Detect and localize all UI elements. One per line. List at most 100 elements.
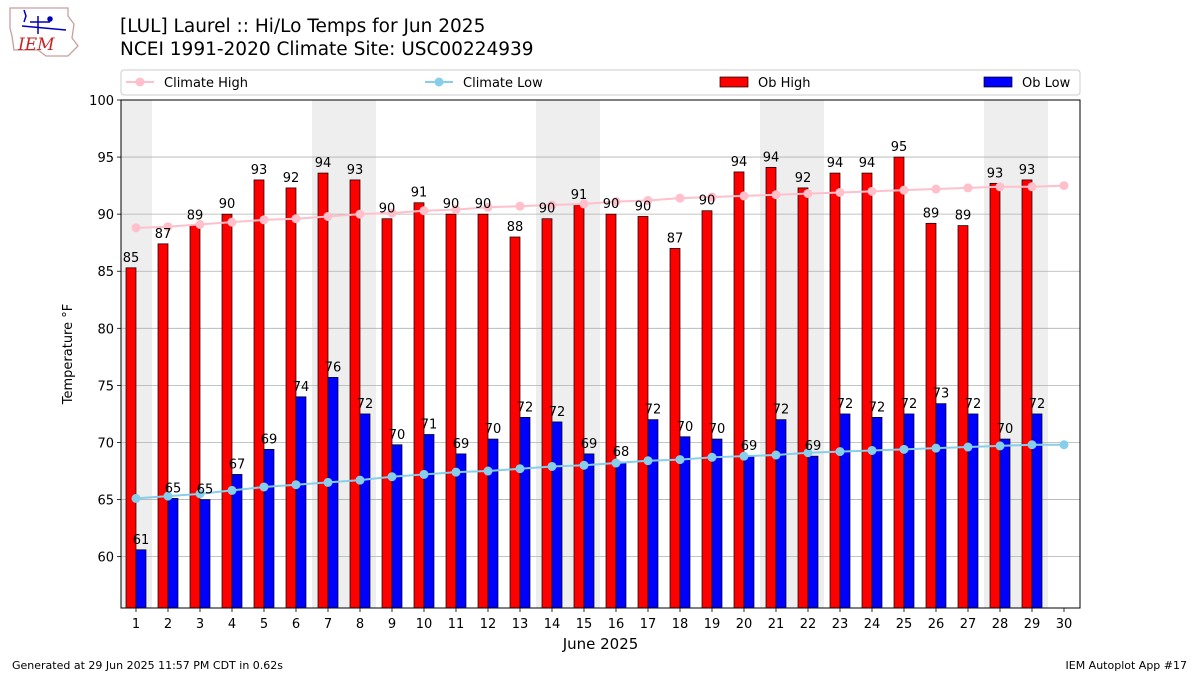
ob-high-bar [317,172,329,609]
climate-low-point [451,467,461,477]
bar-value-labels: 85 87 89 90 93 92 94 93 90 91 90 90 88 90 91 90 90 87 90 94… [123,140,1046,548]
climate-low-point [355,475,365,485]
ob-low-bar [711,438,723,609]
climate-high-point [259,215,269,225]
ob-low-label: 61 [133,533,150,548]
weather-station-icon [21,9,67,34]
ob-high-label: 90 [635,199,652,214]
climate-low-point [195,489,205,499]
legend-swatch [983,76,1013,88]
climate-low-point [611,458,621,468]
ob-low-label: 70 [485,422,502,437]
ob-low-label: 70 [389,428,406,443]
climate-low-point [739,451,749,461]
ob-high-bar [925,222,937,609]
ob-high-label: 94 [731,155,748,170]
ob-high-bar [1021,179,1033,609]
climate-low-point [675,455,685,465]
climate-low-point [259,482,269,492]
chart-subtitle: NCEI 1991-2020 Climate Site: USC00224939 [120,39,534,60]
climate-low-point [835,447,845,457]
ob-low-label: 72 [773,403,790,418]
ob-low-label: 70 [997,422,1014,437]
x-tick-label: 20 [736,617,753,632]
climate-high-point [963,183,973,193]
ob-low-label: 72 [645,403,662,418]
climate-high-point [1059,181,1069,191]
ob-high-bar [573,204,585,609]
climate-low-point [867,445,877,455]
x-tick-label: 18 [672,617,689,632]
ob-high-label: 91 [411,186,428,201]
legend-label: Ob High [758,76,811,91]
x-tick-label: 25 [896,617,913,632]
climate-low-point [803,448,813,458]
ob-high-bar [253,179,265,609]
ob-low-bar [871,417,883,609]
ob-low-label: 72 [965,397,982,412]
legend-marker [135,77,145,87]
ob-high-bar [413,202,425,609]
legend-label: Climate High [164,76,248,91]
climate-low-point [419,469,429,479]
ob-low-label: 65 [197,483,214,498]
x-tick-label: 12 [480,617,497,632]
ob-low-label: 72 [837,397,854,412]
ob-high-bar [893,156,905,609]
ob-high-bar [829,172,841,609]
ob-high-bar [957,225,969,609]
ob-low-label: 67 [229,457,246,472]
plot-frame [120,99,1081,609]
climate-high-point [483,202,493,212]
ob-high-label: 89 [955,209,972,224]
x-tick-label: 16 [608,617,625,632]
x-tick-label: 8 [356,617,364,632]
ob-low-bar [391,444,403,609]
climate-high-point [1027,182,1037,192]
climate-high-point [643,195,653,205]
climate-low-point [227,485,237,495]
ob-high-label: 89 [187,209,204,224]
ob-high-label: 93 [251,163,268,178]
ob-low-label: 72 [517,400,534,415]
y-tick-label: 60 [97,551,114,566]
ob-low-label: 74 [293,380,310,395]
climate-high-point [451,205,461,215]
ob-high-bar [445,213,457,609]
ob-high-bar [349,179,361,609]
legend-label: Ob Low [1022,76,1071,91]
y-tick-label: 80 [97,322,114,337]
ob-high-label: 95 [891,140,908,155]
ob-high-label: 90 [443,197,460,212]
iem-logo: IEM [9,7,79,57]
ob-high-label: 85 [123,251,140,266]
ob-low-label: 76 [325,360,342,375]
ob-high-bar [605,213,617,609]
x-tick-label: 15 [576,617,593,632]
y-axis-label: Temperature °F [61,304,76,405]
ob-high-bar [477,213,489,609]
ob-low-label: 69 [453,437,470,452]
y-tick-label: 90 [97,208,114,223]
climate-low-point [995,441,1005,451]
y-tick-label: 65 [97,494,114,509]
x-tick-label: 22 [800,617,817,632]
ob-low-bar [519,417,531,609]
ob-low-bar [775,419,787,609]
x-tick-label: 17 [640,617,657,632]
climate-high-point [803,189,813,199]
climate-high-point [355,209,365,219]
ob-high-label: 89 [923,206,940,221]
y-tick-label: 70 [97,436,114,451]
ob-high-label: 90 [219,197,236,212]
ob-low-label: 72 [869,400,886,415]
ob-high-label: 90 [379,202,396,217]
grid-lines [121,99,1080,558]
ob-high-bar [189,225,201,609]
ob-high-bar [509,236,521,609]
ob-low-label: 73 [933,387,950,402]
ob-low-label: 70 [677,420,694,435]
legend-swatch [719,76,749,88]
